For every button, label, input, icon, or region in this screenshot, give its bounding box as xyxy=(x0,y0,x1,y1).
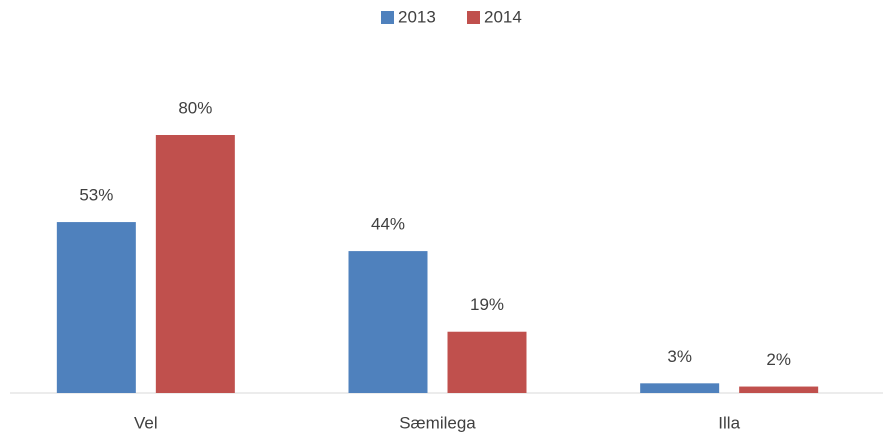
bar xyxy=(155,135,235,393)
x-tick-label: Illa xyxy=(718,413,740,432)
bar xyxy=(739,386,819,393)
legend-swatch xyxy=(467,11,480,24)
value-label: 2% xyxy=(766,350,791,369)
value-label: 3% xyxy=(667,347,692,366)
bar xyxy=(447,331,527,393)
legend-label: 2013 xyxy=(398,7,436,26)
value-label: 53% xyxy=(79,186,113,205)
value-label: 19% xyxy=(470,295,504,314)
value-label: 44% xyxy=(371,215,405,234)
legend-label: 2014 xyxy=(484,7,522,26)
bar xyxy=(56,222,136,393)
x-tick-label: Sæmilega xyxy=(399,413,476,432)
bar xyxy=(348,251,428,393)
value-label: 80% xyxy=(178,98,212,117)
x-tick-label: Vel xyxy=(134,413,158,432)
legend-swatch xyxy=(381,11,394,24)
bar xyxy=(640,383,720,393)
